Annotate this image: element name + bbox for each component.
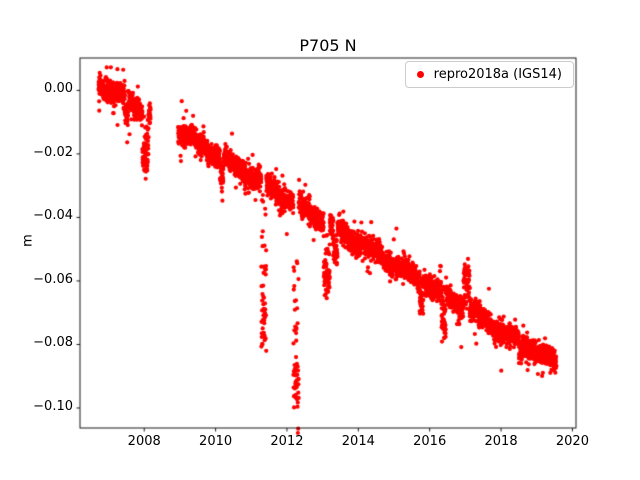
- legend-label: repro2018a (IGS14): [433, 67, 562, 82]
- y-axis-label: m: [20, 234, 36, 247]
- chart-title: P705 N: [299, 36, 357, 55]
- x-tick-label: 2014: [341, 434, 375, 449]
- y-tick-label: 0.00: [44, 81, 73, 97]
- y-tick-label: −0.04: [33, 208, 73, 224]
- x-tick-label: 2012: [270, 434, 304, 449]
- x-tick-label: 2016: [413, 434, 447, 449]
- legend: repro2018a (IGS14): [404, 61, 574, 88]
- x-tick-label: 2020: [555, 434, 589, 449]
- y-tick-label: −0.10: [33, 398, 73, 414]
- x-tick-label: 2008: [127, 434, 161, 449]
- y-tick-label: −0.06: [33, 271, 73, 287]
- y-tick-label: −0.08: [33, 335, 73, 351]
- x-tick-label: 2010: [199, 434, 233, 449]
- legend-marker-dot-icon: [416, 71, 424, 78]
- x-tick-label: 2018: [484, 434, 518, 449]
- y-tick-label: −0.02: [33, 144, 73, 160]
